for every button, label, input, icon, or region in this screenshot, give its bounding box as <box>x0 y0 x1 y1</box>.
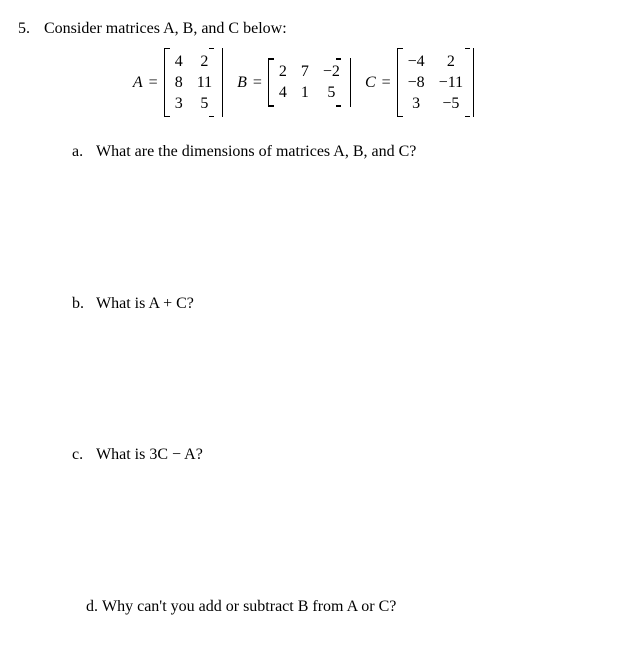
problem-intro: Consider matrices A, B, and C below: <box>44 18 287 40</box>
matrix-cell: 2 <box>272 61 294 82</box>
matrix-cell: 3 <box>168 93 190 114</box>
matrix-definitions: A = 4281135 B = 27−2415 C = −42−8−113−5 <box>18 48 589 118</box>
matrix-cell: 2 <box>432 51 470 72</box>
matrix-cell: 3 <box>401 93 432 114</box>
matrix-cell: 5 <box>316 82 347 103</box>
part-d-label: d. <box>86 596 98 618</box>
part-c-text: What is 3C − A? <box>96 444 203 466</box>
matrix-cell: 7 <box>294 61 316 82</box>
matrix-cell: −4 <box>401 51 432 72</box>
matrix-B: B = 27−2 415 <box>237 58 351 106</box>
matrix-cell: 4 <box>272 82 294 103</box>
problem-number: 5. <box>18 18 44 40</box>
equals-sign: = <box>149 72 158 94</box>
part-b-label: b. <box>70 293 96 315</box>
matrix-B-bracket: 27−2 415 <box>268 58 351 106</box>
equals-sign: = <box>382 72 391 94</box>
matrix-cell: −5 <box>432 93 470 114</box>
matrix-B-label: B <box>237 72 247 94</box>
part-d-text: Why can't you add or subtract B from A o… <box>102 596 396 618</box>
matrix-cell: 8 <box>168 72 190 93</box>
matrix-A: A = 4281135 <box>133 48 223 118</box>
matrix-cell: −8 <box>401 72 432 93</box>
part-b: b. What is A + C? <box>70 293 589 315</box>
matrix-cell: 2 <box>190 51 219 72</box>
part-b-text: What is A + C? <box>96 293 194 315</box>
part-d: d. Why can't you add or subtract B from … <box>86 596 589 618</box>
matrix-cell: 1 <box>294 82 316 103</box>
matrix-C-bracket: −42−8−113−5 <box>397 48 474 118</box>
matrix-cell: −11 <box>432 72 470 93</box>
matrix-C: C = −42−8−113−5 <box>365 48 474 118</box>
matrix-A-label: A <box>133 72 143 94</box>
part-a: a. What are the dimensions of matrices A… <box>70 141 589 163</box>
part-a-label: a. <box>70 141 96 163</box>
matrix-A-bracket: 4281135 <box>164 48 223 118</box>
matrix-cell: −2 <box>316 61 347 82</box>
matrix-cell: 5 <box>190 93 219 114</box>
matrix-C-label: C <box>365 72 376 94</box>
equals-sign: = <box>253 72 262 94</box>
problem-header: 5. Consider matrices A, B, and C below: <box>18 18 589 40</box>
part-c-label: c. <box>70 444 96 466</box>
part-c: c. What is 3C − A? <box>70 444 589 466</box>
matrix-cell: 11 <box>190 72 219 93</box>
part-a-text: What are the dimensions of matrices A, B… <box>96 141 416 163</box>
matrix-cell: 4 <box>168 51 190 72</box>
